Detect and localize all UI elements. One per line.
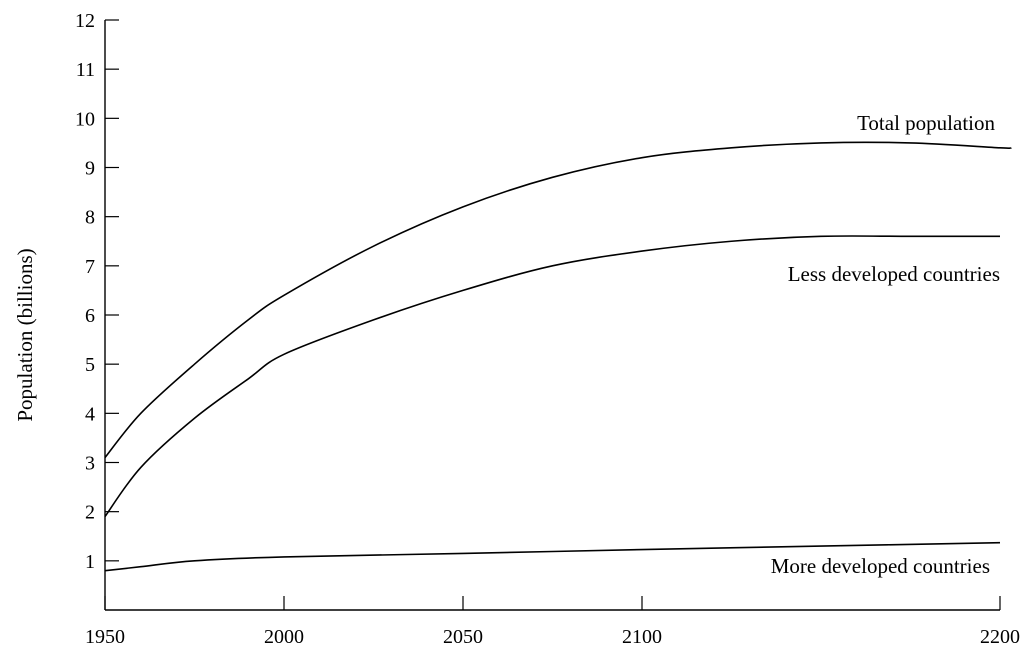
y-tick-label-12: 12 bbox=[75, 10, 95, 32]
series-labels: Total population Less developed countries… bbox=[771, 111, 1000, 578]
axes bbox=[104, 20, 1000, 611]
y-tick-label-2: 2 bbox=[85, 502, 95, 524]
y-tick-label-5: 5 bbox=[85, 354, 95, 376]
series-line-total-population bbox=[104, 141, 1012, 459]
series-label-total-population: Total population bbox=[857, 111, 995, 135]
y-tick-label-11: 11 bbox=[76, 59, 95, 81]
y-tick-label-7: 7 bbox=[85, 256, 95, 278]
x-tick-label-2000: 2000 bbox=[264, 626, 304, 648]
y-tick-label-10: 10 bbox=[75, 108, 95, 130]
x-tick-label-2050: 2050 bbox=[443, 626, 483, 648]
y-tick-label-3: 3 bbox=[85, 453, 95, 475]
y-tick-label-4: 4 bbox=[85, 403, 95, 425]
x-tick-label-1950: 1950 bbox=[85, 626, 125, 648]
series-label-less-developed-countries: Less developed countries bbox=[788, 262, 1000, 286]
series-line-less-developed-countries bbox=[104, 235, 1000, 518]
series-label-more-developed-countries: More developed countries bbox=[771, 554, 990, 578]
y-tick-label-8: 8 bbox=[85, 207, 95, 229]
x-tick-label-2200: 2200 bbox=[980, 626, 1020, 648]
x-axis-ticks: 1950 2000 2050 2100 2200 bbox=[85, 596, 1020, 648]
y-tick-label-6: 6 bbox=[85, 305, 95, 327]
y-tick-label-1: 1 bbox=[85, 551, 95, 573]
y-tick-label-9: 9 bbox=[85, 158, 95, 180]
x-tick-label-2100: 2100 bbox=[622, 626, 662, 648]
y-axis-title: Population (billions) bbox=[13, 248, 37, 421]
series-lines bbox=[104, 141, 1012, 572]
series-line-more-developed-countries bbox=[104, 541, 1001, 572]
